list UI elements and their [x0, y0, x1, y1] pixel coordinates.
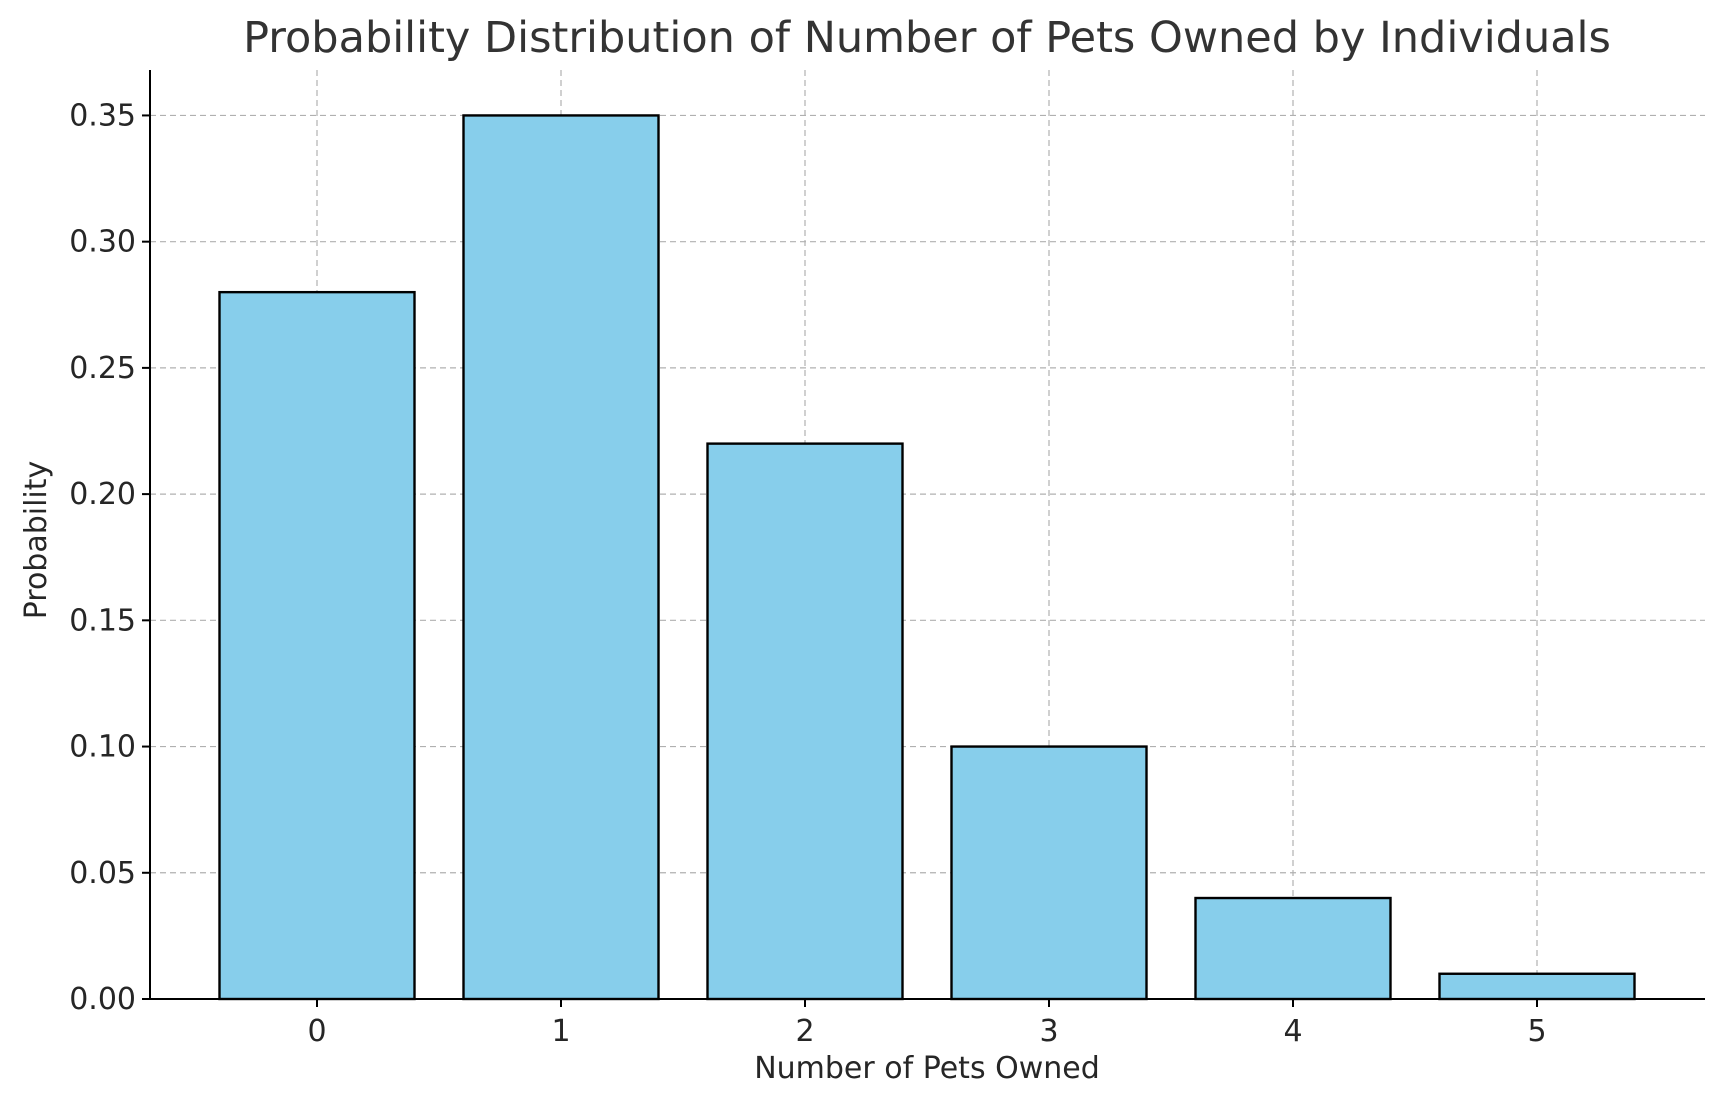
x-axis-title: Number of Pets Owned: [754, 1051, 1100, 1086]
bar-1: [462, 114, 660, 1001]
y-tick-label: 0.10: [69, 730, 136, 765]
x-tick-label: 4: [1283, 1014, 1302, 1049]
y-tick-label: 0.30: [69, 225, 136, 260]
x-tick-label: 1: [551, 1014, 570, 1049]
x-tick-label: 0: [307, 1014, 326, 1049]
bar-4: [1194, 896, 1392, 1001]
x-tick-label: 2: [795, 1014, 814, 1049]
y-tick-label: 0.25: [69, 351, 136, 386]
bar-layer: [218, 114, 1636, 1001]
chart-title: Probability Distribution of Number of Pe…: [243, 13, 1611, 63]
y-tick-label: 0.20: [69, 477, 136, 512]
x-tick-label: 5: [1527, 1014, 1546, 1049]
axis-spines: [149, 70, 1705, 1000]
y-tick-label: 0.00: [69, 982, 136, 1017]
y-axis-title: Probability: [19, 461, 54, 620]
y-tick-label: 0.15: [69, 603, 136, 638]
bar-2: [706, 442, 904, 1001]
bar-3: [950, 745, 1148, 1001]
bar-5: [1438, 972, 1636, 1001]
axis-layer: 0.00 0.05 0.10 0.15 0.20 0.25 0.30 0.35 0 1 2 3 4 5: [69, 70, 1705, 1049]
bar-0: [218, 290, 416, 1001]
y-tick-label: 0.05: [69, 856, 136, 891]
y-tick-label: 0.35: [69, 98, 136, 133]
x-tick-label: 3: [1039, 1014, 1058, 1049]
